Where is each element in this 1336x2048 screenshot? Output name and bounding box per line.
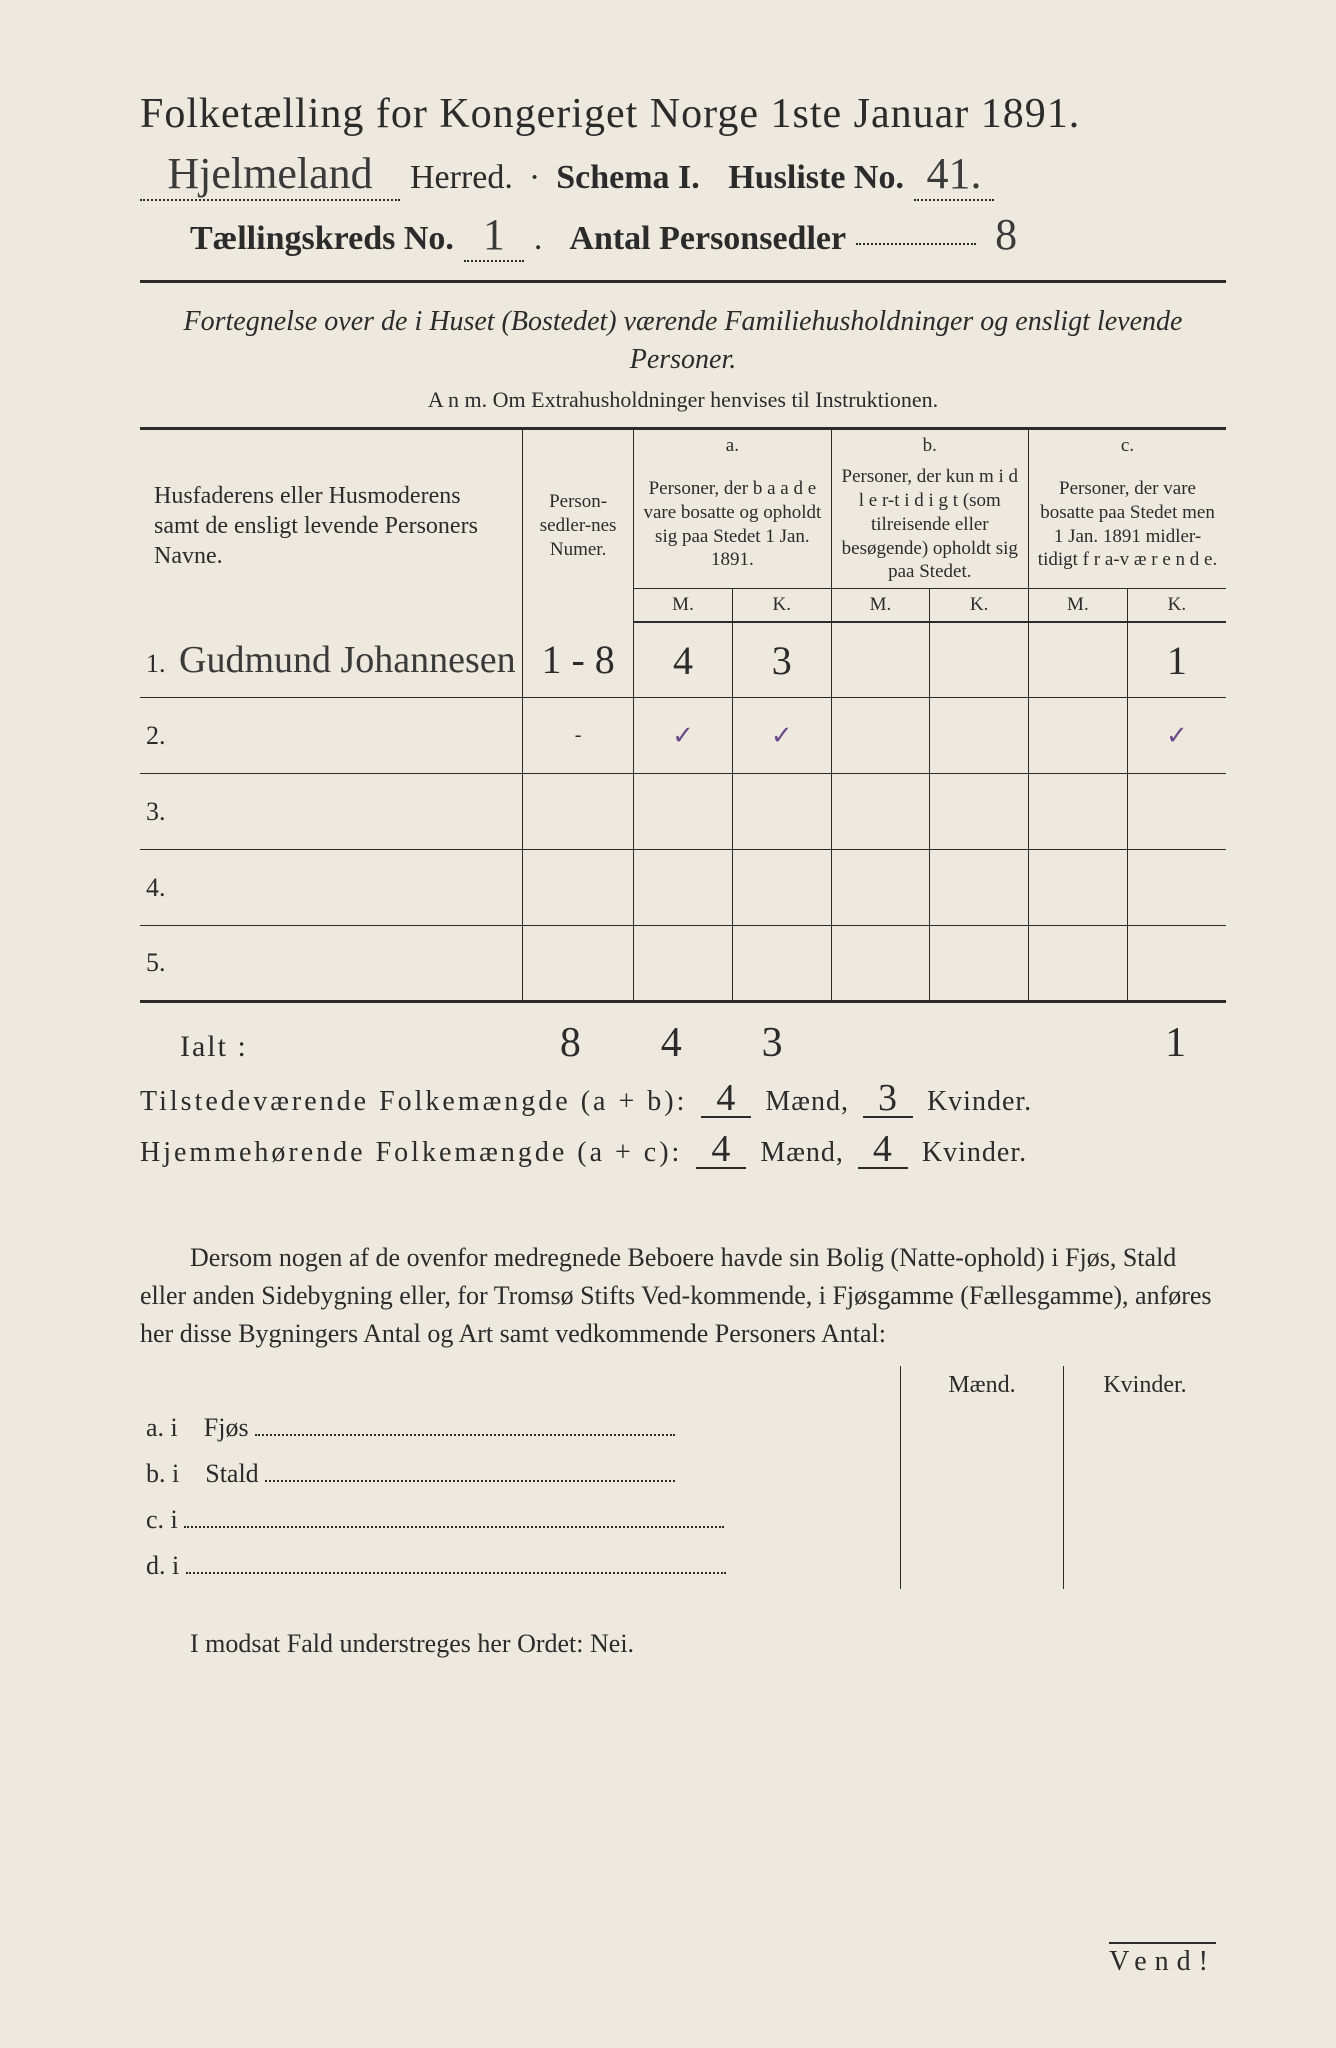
table-row: 1. Gudmund Johannesen 1 - 8 4 3 1 xyxy=(140,622,1226,698)
col-a-header: Personer, der b a a d e vare bosatte og … xyxy=(634,461,831,588)
table-row: 4. xyxy=(140,850,1226,926)
census-form-page: Folketælling for Kongeriget Norge 1ste J… xyxy=(0,0,1336,2048)
col-num-header: Person-sedler-nes Numer. xyxy=(523,428,634,622)
modsat-line: I modsat Fald understreges her Ordet: Ne… xyxy=(140,1629,1226,1659)
turn-over-label: Vend! xyxy=(1109,1942,1216,1978)
col-b-m: M. xyxy=(831,589,930,622)
col-c-header: Personer, der vare bosatte paa Stedet me… xyxy=(1029,461,1226,588)
col-c-m: M. xyxy=(1029,589,1128,622)
sub-row: d. i xyxy=(140,1543,1226,1589)
col-a-m: M. xyxy=(634,589,733,622)
kreds-no: 1 xyxy=(464,209,524,262)
col-a-k: K. xyxy=(732,589,831,622)
table-row: 5. xyxy=(140,926,1226,1002)
kreds-label: Tællingskreds No. xyxy=(190,220,454,258)
col-b-header: Personer, der kun m i d l e r-t i d i g … xyxy=(831,461,1028,588)
header-line-2: Hjelmeland Herred. · Schema I. Husliste … xyxy=(140,148,1226,201)
sum-present: Tilstedeværende Folkemængde (a + b): 4 M… xyxy=(140,1081,1226,1118)
header-line-3: Tællingskreds No. 1 . Antal Personsedler… xyxy=(140,209,1226,262)
household-table: Husfaderens eller Husmoderens samt de en… xyxy=(140,427,1226,1004)
sub-row: a. i Fjøs xyxy=(140,1405,1226,1451)
sub-row: c. i xyxy=(140,1497,1226,1543)
totals-row: Ialt : 8 4 3 1 xyxy=(140,1019,1226,1067)
col-b-top: b. xyxy=(831,428,1028,461)
herred-label: Herred. xyxy=(410,159,513,197)
sub-kvinder-header: Kvinder. xyxy=(1064,1366,1227,1405)
form-note: A n m. Om Extrahusholdninger henvises ti… xyxy=(140,387,1226,413)
table-row: 2. - ✓ ✓ ✓ xyxy=(140,698,1226,774)
antal-label: Antal Personsedler xyxy=(569,220,846,258)
outbuilding-paragraph: Dersom nogen af de ovenfor medregnede Be… xyxy=(140,1239,1226,1352)
table-body: 1. Gudmund Johannesen 1 - 8 4 3 1 2. - ✓… xyxy=(140,622,1226,1002)
col-name-header: Husfaderens eller Husmoderens samt de en… xyxy=(140,428,523,622)
row-name: Gudmund Johannesen xyxy=(179,639,516,681)
outbuilding-table: Mænd. Kvinder. a. i Fjøs b. i Stald c. i… xyxy=(140,1366,1226,1589)
husliste-no: 41. xyxy=(914,148,994,201)
sum-resident: Hjemmehørende Folkemængde (a + c): 4 Mæn… xyxy=(140,1132,1226,1169)
col-b-k: K. xyxy=(930,589,1029,622)
ialt-label: Ialt : xyxy=(140,1030,520,1064)
col-c-k: K. xyxy=(1127,589,1226,622)
form-description: Fortegnelse over de i Huset (Bostedet) v… xyxy=(140,303,1226,379)
antal-no: 8 xyxy=(986,209,1026,260)
col-c-top: c. xyxy=(1029,428,1226,461)
divider xyxy=(140,280,1226,283)
schema-label: Schema I. xyxy=(556,159,700,197)
page-title: Folketælling for Kongeriget Norge 1ste J… xyxy=(140,90,1226,138)
sub-maend-header: Mænd. xyxy=(901,1366,1064,1405)
sub-row: b. i Stald xyxy=(140,1451,1226,1497)
col-a-top: a. xyxy=(634,428,831,461)
husliste-label: Husliste No. xyxy=(728,159,904,197)
herred-handwritten: Hjelmeland xyxy=(140,148,400,201)
table-row: 3. xyxy=(140,774,1226,850)
